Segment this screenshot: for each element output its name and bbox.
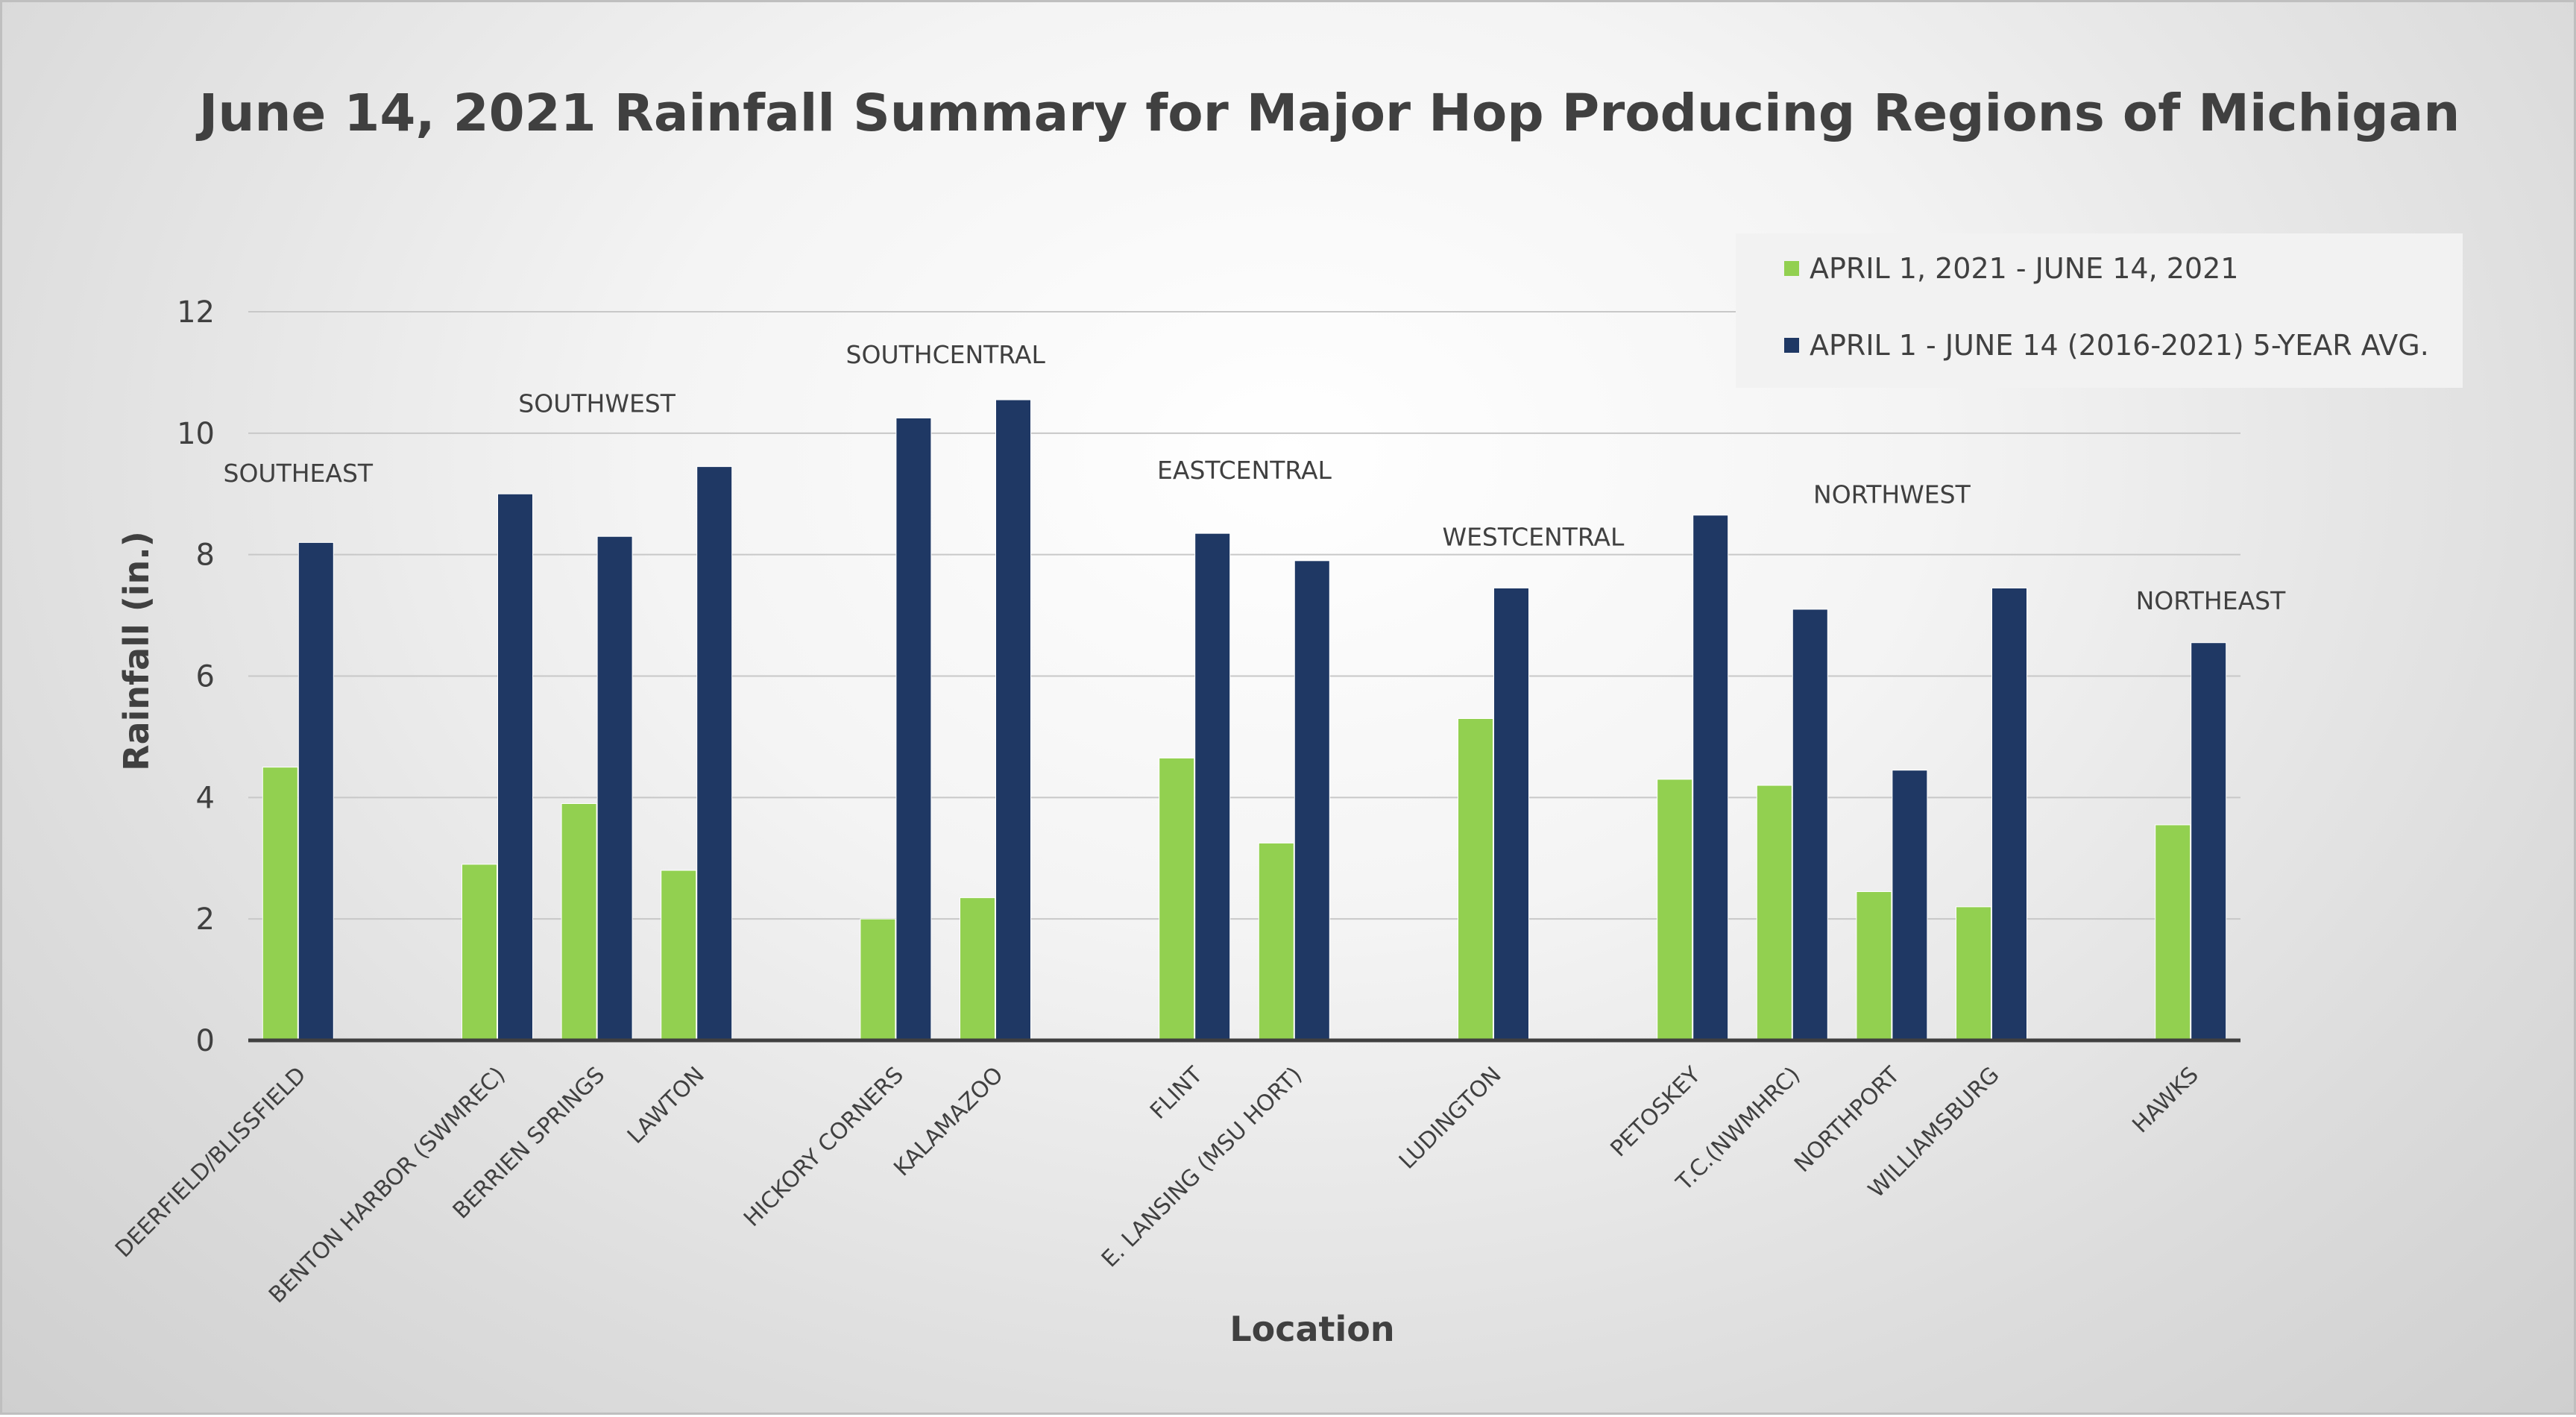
region-label: NORTHEAST	[2136, 586, 2287, 615]
y-tick-label: 8	[196, 538, 215, 573]
y-tick-label: 2	[196, 902, 215, 937]
bar-current	[262, 767, 298, 1041]
y-tick-labels: 0 2 4 6 8 10 12	[177, 295, 215, 1058]
bar-average	[497, 493, 533, 1041]
bar-average	[696, 466, 733, 1041]
category-label: E. LANSING (MSU HORT)	[1097, 1062, 1307, 1272]
category-label: FLINT	[1145, 1061, 1208, 1124]
legend-box	[1736, 233, 2463, 388]
bar-current	[1458, 717, 1493, 1041]
category-label: HICKORY CORNERS	[739, 1062, 909, 1232]
bar-average	[895, 417, 932, 1041]
bar-average	[1792, 609, 1828, 1041]
category-label: HAWKS	[2127, 1062, 2203, 1138]
bar-current	[960, 897, 995, 1041]
y-tick-label: 10	[177, 417, 215, 451]
bar-average	[1294, 560, 1330, 1041]
bar-average	[1692, 515, 1729, 1041]
bar-current	[1956, 906, 1991, 1041]
bar-current	[561, 802, 597, 1041]
bar-current	[2155, 824, 2191, 1041]
category-label: DEERFIELD/BLISSFIELD	[110, 1062, 311, 1263]
x-axis-title: Location	[1229, 1309, 1394, 1349]
bar-current	[1258, 842, 1294, 1041]
bar-current	[661, 870, 697, 1041]
region-label: SOUTHWEST	[518, 389, 676, 418]
bar-average	[596, 535, 633, 1041]
legend-swatch-average	[1784, 338, 1799, 353]
bar-average	[1194, 532, 1231, 1041]
region-label: NORTHWEST	[1813, 480, 1971, 509]
bar-current	[1856, 891, 1892, 1041]
legend: APRIL 1, 2021 - JUNE 14, 2021 APRIL 1 - …	[1736, 233, 2463, 388]
legend-label-current: APRIL 1, 2021 - JUNE 14, 2021	[1810, 252, 2238, 285]
bar-average	[1892, 770, 1928, 1041]
category-label: LUDINGTON	[1394, 1062, 1507, 1175]
legend-swatch-current	[1784, 261, 1799, 276]
y-tick-label: 0	[196, 1024, 215, 1058]
bar-current	[1657, 779, 1693, 1041]
chart-title: June 14, 2021 Rainfall Summary for Major…	[196, 84, 2460, 143]
region-label: EASTCENTRAL	[1157, 456, 1332, 485]
bar-average	[995, 399, 1031, 1041]
y-axis-title: Rainfall (in.)	[116, 531, 157, 771]
bar-average	[2191, 642, 2227, 1041]
category-label: PETOSKEY	[1606, 1061, 1707, 1162]
bar-current	[1159, 757, 1195, 1041]
bar-average	[297, 541, 334, 1041]
bar-current	[860, 918, 896, 1041]
y-tick-label: 4	[196, 781, 215, 815]
region-label: SOUTHCENTRAL	[846, 340, 1046, 369]
bar-average	[1493, 587, 1529, 1041]
bar-current	[1756, 785, 1792, 1041]
bars	[248, 399, 2240, 1043]
legend-label-average: APRIL 1 - JUNE 14 (2016-2021) 5-YEAR AVG…	[1810, 329, 2429, 362]
region-labels: SOUTHEAST SOUTHWEST SOUTHCENTRAL EASTCENTRA…	[224, 340, 2287, 615]
y-tick-label: 6	[196, 660, 215, 694]
bar-current	[462, 864, 497, 1041]
y-tick-label: 12	[177, 295, 215, 330]
region-label: SOUTHEAST	[224, 459, 374, 488]
bar-average	[1991, 587, 2027, 1041]
category-label: LAWTON	[623, 1062, 710, 1149]
region-label: WESTCENTRAL	[1442, 522, 1625, 551]
